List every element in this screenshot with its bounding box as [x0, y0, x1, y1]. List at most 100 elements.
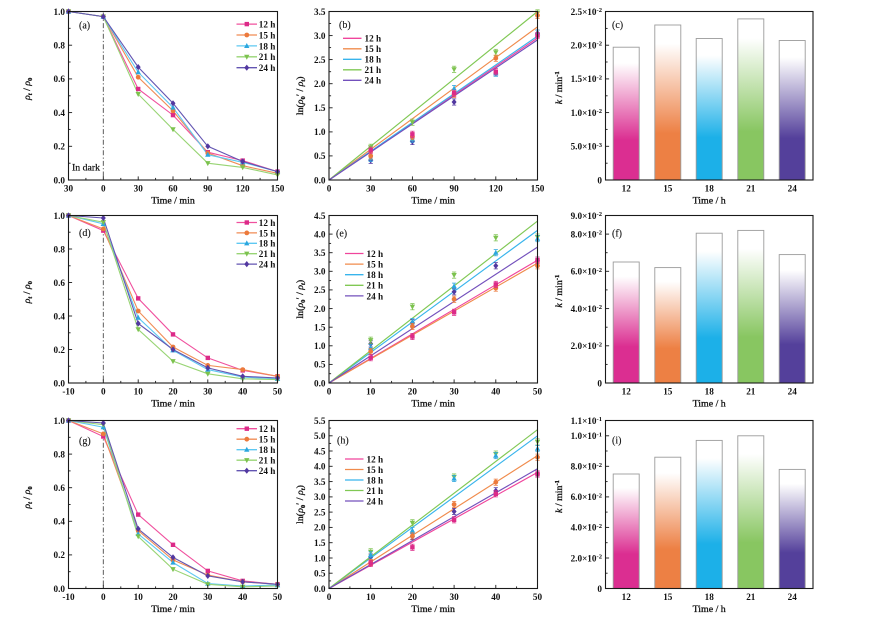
svg-text:0.2: 0.2 [54, 345, 66, 355]
svg-text:1.0: 1.0 [54, 416, 66, 426]
svg-text:0: 0 [327, 387, 332, 397]
svg-text:2.5: 2.5 [314, 285, 326, 295]
svg-text:18 h: 18 h [259, 41, 276, 51]
svg-text:2.5: 2.5 [314, 55, 326, 65]
svg-text:30: 30 [450, 592, 460, 602]
svg-text:21 h: 21 h [367, 281, 384, 291]
svg-text:20: 20 [408, 592, 418, 602]
svg-text:21 h: 21 h [259, 52, 276, 62]
svg-text:In dark: In dark [72, 163, 100, 174]
svg-text:ρt / ρ0: ρt / ρ0 [22, 77, 34, 101]
svg-text:10: 10 [366, 592, 376, 602]
svg-text:4.0: 4.0 [314, 462, 326, 472]
svg-text:21 h: 21 h [259, 249, 276, 259]
svg-text:5.5: 5.5 [314, 416, 326, 426]
svg-text:60: 60 [168, 184, 178, 194]
svg-text:4.5: 4.5 [314, 446, 326, 456]
svg-text:21: 21 [746, 184, 756, 194]
svg-text:0.4: 0.4 [54, 108, 66, 118]
svg-text:0.6: 0.6 [54, 74, 66, 84]
svg-text:1.5: 1.5 [314, 323, 326, 333]
svg-text:0: 0 [597, 175, 602, 185]
svg-text:15 h: 15 h [259, 228, 276, 238]
svg-text:(f): (f) [612, 229, 622, 240]
svg-text:0.0: 0.0 [54, 584, 66, 594]
svg-text:12 h: 12 h [259, 424, 276, 434]
svg-text:40: 40 [238, 387, 248, 397]
svg-text:5.0: 5.0 [314, 431, 326, 441]
svg-text:1.5: 1.5 [314, 103, 326, 113]
svg-text:30: 30 [203, 592, 213, 602]
svg-text:0.0: 0.0 [54, 175, 66, 185]
svg-text:12: 12 [622, 387, 632, 397]
svg-text:20: 20 [408, 387, 418, 397]
svg-text:2.0: 2.0 [314, 304, 326, 314]
svg-text:40: 40 [491, 387, 501, 397]
svg-text:Time / h: Time / h [693, 604, 726, 615]
svg-text:30: 30 [64, 184, 74, 194]
svg-text:10: 10 [366, 387, 376, 397]
svg-text:120: 120 [489, 184, 503, 194]
svg-text:18 h: 18 h [259, 445, 276, 455]
svg-text:40: 40 [238, 592, 248, 602]
svg-text:k / min-1: k / min-1 [554, 71, 565, 104]
svg-text:90: 90 [450, 184, 460, 194]
svg-text:0: 0 [101, 387, 106, 397]
svg-text:10: 10 [134, 592, 144, 602]
svg-text:6.0×10-2: 6.0×10-2 [571, 492, 603, 502]
svg-text:1.1×10-1: 1.1×10-1 [571, 416, 602, 426]
svg-text:0.2: 0.2 [54, 550, 66, 560]
svg-text:24: 24 [788, 184, 798, 194]
svg-text:(a): (a) [79, 21, 90, 32]
svg-text:24 h: 24 h [367, 496, 384, 506]
svg-text:0: 0 [597, 584, 602, 594]
svg-text:1.0×10-1: 1.0×10-1 [571, 431, 602, 441]
svg-text:15 h: 15 h [367, 260, 384, 270]
svg-text:0.0: 0.0 [54, 378, 66, 388]
svg-text:50: 50 [273, 387, 283, 397]
svg-text:50: 50 [533, 387, 543, 397]
svg-text:3.5: 3.5 [314, 477, 326, 487]
svg-text:(e): (e) [336, 229, 347, 240]
svg-text:(d): (d) [79, 228, 91, 239]
svg-text:1.5: 1.5 [314, 538, 326, 548]
svg-text:12 h: 12 h [367, 249, 384, 259]
svg-text:150: 150 [271, 184, 285, 194]
svg-text:0.6: 0.6 [54, 483, 66, 493]
svg-text:150: 150 [531, 184, 545, 194]
svg-text:21: 21 [746, 592, 756, 602]
svg-text:5.0×10-3: 5.0×10-3 [571, 142, 603, 152]
svg-text:12 h: 12 h [367, 454, 384, 464]
svg-text:21 h: 21 h [365, 65, 382, 75]
svg-text:30: 30 [134, 184, 144, 194]
svg-text:20: 20 [168, 387, 178, 397]
svg-text:90: 90 [203, 184, 213, 194]
svg-text:0.0: 0.0 [314, 175, 326, 185]
svg-text:2.0×10-2: 2.0×10-2 [571, 41, 603, 51]
svg-text:30: 30 [366, 184, 376, 194]
svg-text:0.8: 0.8 [54, 244, 66, 254]
svg-text:0.4: 0.4 [54, 311, 66, 321]
svg-text:k / min-1: k / min-1 [554, 275, 565, 308]
svg-text:40: 40 [491, 592, 501, 602]
svg-text:18: 18 [705, 387, 715, 397]
svg-text:21 h: 21 h [367, 486, 384, 496]
svg-text:3.5: 3.5 [314, 7, 326, 17]
svg-text:0.8: 0.8 [54, 449, 66, 459]
svg-text:Time / min: Time / min [411, 604, 455, 615]
svg-text:1.0: 1.0 [314, 341, 326, 351]
svg-text:4.0×10-2: 4.0×10-2 [571, 523, 603, 533]
svg-text:k / min-1: k / min-1 [554, 480, 565, 513]
svg-text:21: 21 [746, 387, 756, 397]
svg-text:18 h: 18 h [365, 55, 382, 65]
svg-text:15: 15 [663, 387, 673, 397]
svg-text:15 h: 15 h [259, 30, 276, 40]
svg-text:12 h: 12 h [259, 218, 276, 228]
svg-text:1.0: 1.0 [314, 127, 326, 137]
svg-text:24 h: 24 h [367, 291, 384, 301]
svg-text:2.0: 2.0 [314, 523, 326, 533]
svg-text:24 h: 24 h [259, 466, 276, 476]
svg-text:120: 120 [236, 184, 250, 194]
svg-text:3.5: 3.5 [314, 248, 326, 258]
svg-text:0.5: 0.5 [314, 151, 326, 161]
